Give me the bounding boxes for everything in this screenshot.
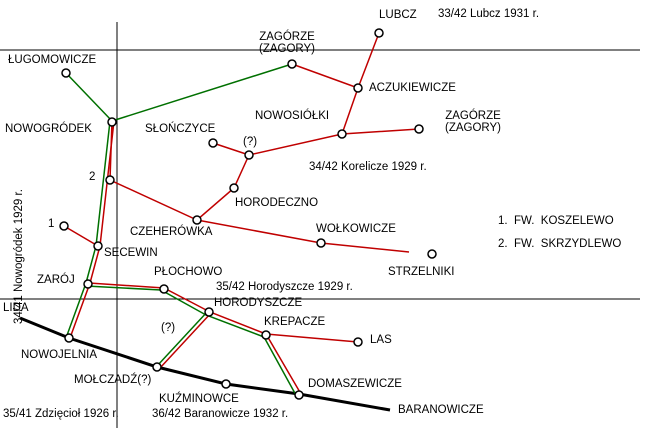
label-unknown1: (?) bbox=[243, 136, 258, 148]
label-zaroj: ZARÓJ bbox=[37, 274, 75, 286]
label-strzelniki: STRZELNIKI bbox=[388, 266, 455, 278]
label-secewin: SECEWIN bbox=[104, 247, 158, 259]
station-nowogrodek bbox=[107, 117, 117, 127]
main-line-lida-baranowicze bbox=[19, 316, 391, 412]
label-molczadz: MOŁCZADŹ(?) bbox=[74, 374, 152, 386]
station-lubcz bbox=[374, 28, 384, 38]
station-horodeczno bbox=[229, 183, 239, 193]
label-junction2: 2 bbox=[89, 171, 96, 183]
label-krepacze: KREPACZE bbox=[264, 316, 326, 328]
station-zaroj bbox=[83, 279, 93, 289]
label-horodyszcze: HORODYSZCZE bbox=[214, 297, 303, 309]
label-nowojelnia: NOWOJELNIA bbox=[21, 349, 98, 361]
station-aczukiewicze bbox=[353, 83, 363, 93]
label-kuzminowce: KUŹMINOWCE bbox=[159, 393, 239, 405]
label-lugomowicze: ŁUGOMOWICZE bbox=[8, 54, 97, 66]
legend-item-2: 2. FW. SKRZYDLEWO bbox=[498, 238, 622, 250]
label-lubcz: LUBCZ bbox=[379, 9, 417, 21]
station-wolkowicze bbox=[316, 238, 326, 248]
station-unknown1 bbox=[244, 150, 254, 160]
station-krepacze bbox=[261, 330, 271, 340]
label-slonczyce: SŁOŃCZYCE bbox=[145, 123, 216, 135]
station-domaszewicze bbox=[294, 390, 304, 400]
station-czeherowka bbox=[192, 215, 202, 225]
station-las bbox=[353, 337, 363, 347]
station-junction1 bbox=[59, 221, 69, 231]
label-unknown2: (?) bbox=[161, 322, 176, 334]
stations bbox=[59, 28, 437, 400]
sheet-korelicze-label: 34/42 Korelicze 1929 r. bbox=[309, 161, 427, 173]
label-baranowicze: BARANOWICZE bbox=[398, 404, 484, 416]
sheet-lubcz-label: 33/42 Lubcz 1931 r. bbox=[438, 8, 540, 20]
label-lida: LIDA bbox=[3, 302, 29, 314]
station-molczadz bbox=[152, 362, 162, 372]
sheet-zdzieciol-label: 35/41 Zdzięcioł 1926 r. bbox=[3, 408, 119, 420]
sheet-horodyszcze-label: 35/42 Horodyszcze 1929 r. bbox=[216, 281, 353, 293]
label-domaszewicze: DOMASZEWICZE bbox=[308, 378, 402, 390]
station-nowojelnia bbox=[64, 333, 74, 343]
station-kuzminowce bbox=[221, 379, 231, 389]
label-wolkowicze: WOŁKOWICZE bbox=[316, 223, 396, 235]
station-strzelniki bbox=[427, 249, 437, 259]
station-slonczyce bbox=[208, 138, 218, 148]
label-czeherowka: CZEHERÓWKA bbox=[130, 226, 213, 238]
label-horodeczno: HORODECZNO bbox=[235, 197, 319, 209]
label-las: LAS bbox=[370, 334, 392, 346]
station-zagorze-top bbox=[287, 59, 297, 69]
label-junction1: 1 bbox=[48, 218, 55, 230]
label-nowosiolki: NOWOSIÓŁKI bbox=[255, 110, 330, 122]
station-secewin bbox=[93, 241, 103, 251]
green-network bbox=[65, 63, 298, 398]
station-junction2 bbox=[105, 175, 115, 185]
sheet-baranowicze-label: 36/42 Baranowicze 1932 r. bbox=[152, 408, 289, 420]
station-lugomowicze bbox=[61, 68, 71, 78]
label-zagorze-right: ZAGÓRZE (ZAGORY) bbox=[444, 110, 501, 134]
label-aczukiewicze: ACZUKIEWICZE bbox=[369, 82, 456, 94]
label-zagorze-top: ZAGÓRZE (ZAGORY) bbox=[258, 31, 315, 55]
label-plochowo: PŁOCHOWO bbox=[154, 266, 223, 278]
label-nowogrodek: NOWOGRÓDEK bbox=[5, 123, 92, 135]
station-plochowo bbox=[159, 284, 169, 294]
station-nowosiolki bbox=[337, 129, 347, 139]
station-zagorze-right bbox=[414, 124, 424, 134]
legend-item-1: 1. FW. KOSZELEWO bbox=[498, 215, 614, 227]
station-horodyszcze bbox=[204, 307, 214, 317]
